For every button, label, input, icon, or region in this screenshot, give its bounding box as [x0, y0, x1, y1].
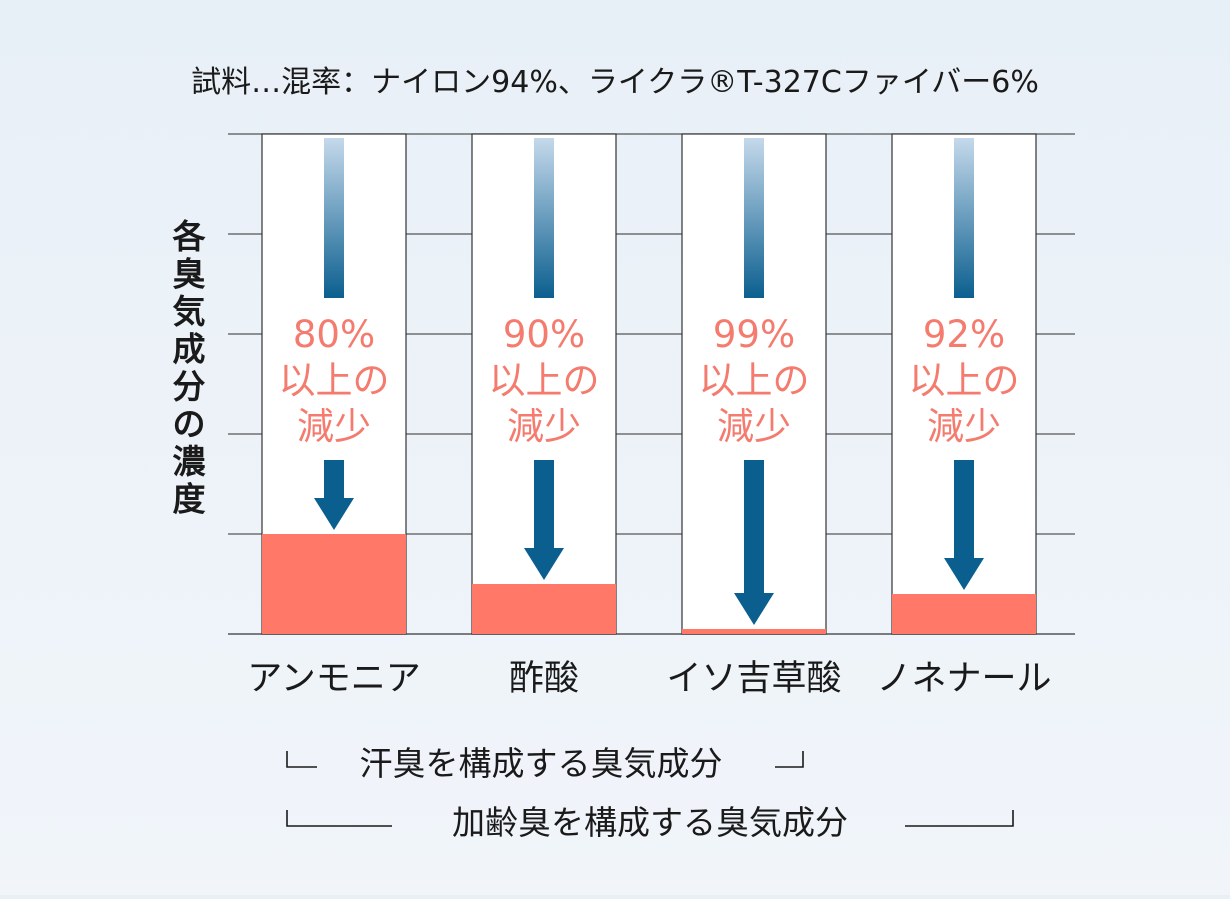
y-axis-label-char: 分: [173, 367, 206, 406]
arrow-shaft: [534, 460, 554, 548]
columns: 80%以上の減少アンモニア90%以上の減少酢酸99%以上の減少イソ吉草酸92%以…: [247, 133, 1052, 699]
category-label: 酢酸: [509, 659, 579, 699]
arrow-shaft-gap: [534, 298, 554, 460]
bar: [262, 534, 406, 634]
y-axis-label-char: 濃: [173, 442, 207, 481]
group-label: 加齢臭を構成する臭気成分: [452, 803, 848, 842]
reduction-label: 減少: [507, 405, 581, 448]
arrow-shaft: [324, 138, 344, 298]
y-axis-label-char: 各: [172, 217, 207, 256]
arrow-shaft: [744, 460, 764, 593]
bracket-right: [775, 751, 804, 768]
reduction-label: 99%: [713, 313, 795, 356]
arrow-shaft: [954, 138, 974, 298]
arrow-head: [524, 548, 564, 580]
reduction-label: 減少: [927, 405, 1001, 448]
reduction-label: 以上の: [489, 359, 600, 402]
arrow-shaft: [324, 460, 344, 498]
arrow-head: [734, 593, 774, 625]
group-bracket: 加齢臭を構成する臭気成分: [286, 803, 1014, 842]
bracket-left: [286, 810, 392, 827]
group-bracket: 汗臭を構成する臭気成分: [286, 744, 804, 783]
bracket-right: [905, 810, 1014, 827]
reduction-label: 以上の: [279, 359, 390, 402]
y-axis-label-char: 臭: [173, 255, 206, 294]
reduction-label: 減少: [297, 405, 371, 448]
bar: [892, 594, 1036, 634]
y-axis-label-char: の: [173, 405, 206, 444]
reduction-label: 以上の: [699, 359, 810, 402]
bar: [472, 584, 616, 634]
reduction-label: 減少: [717, 405, 791, 448]
category-label: イソ吉草酸: [666, 659, 841, 699]
y-axis-label-char: 度: [173, 480, 206, 519]
category-label: ノネナール: [876, 659, 1051, 699]
arrow-shaft-gap: [744, 298, 764, 460]
reduction-label: 92%: [923, 313, 1005, 356]
arrow-shaft-gap: [324, 298, 344, 460]
arrow-head: [314, 498, 354, 530]
y-axis-label-char: 成: [173, 330, 206, 369]
bar: [682, 629, 826, 634]
arrow-shaft: [954, 460, 974, 558]
arrow-shaft: [744, 138, 764, 298]
reduction-label: 90%: [503, 313, 585, 356]
group-label: 汗臭を構成する臭気成分: [360, 744, 723, 783]
arrow-head: [944, 558, 984, 590]
arrow-shaft: [534, 138, 554, 298]
chart-title: 試料…混率：ナイロン94%、ライクラ®T-327Cファイバー6%: [191, 65, 1039, 100]
reduction-label: 80%: [293, 313, 375, 356]
y-axis-label-char: 気: [173, 292, 206, 331]
bracket-left: [286, 751, 317, 768]
reduction-label: 以上の: [909, 359, 1020, 402]
arrow-shaft-gap: [954, 298, 974, 460]
category-label: アンモニア: [247, 659, 421, 699]
